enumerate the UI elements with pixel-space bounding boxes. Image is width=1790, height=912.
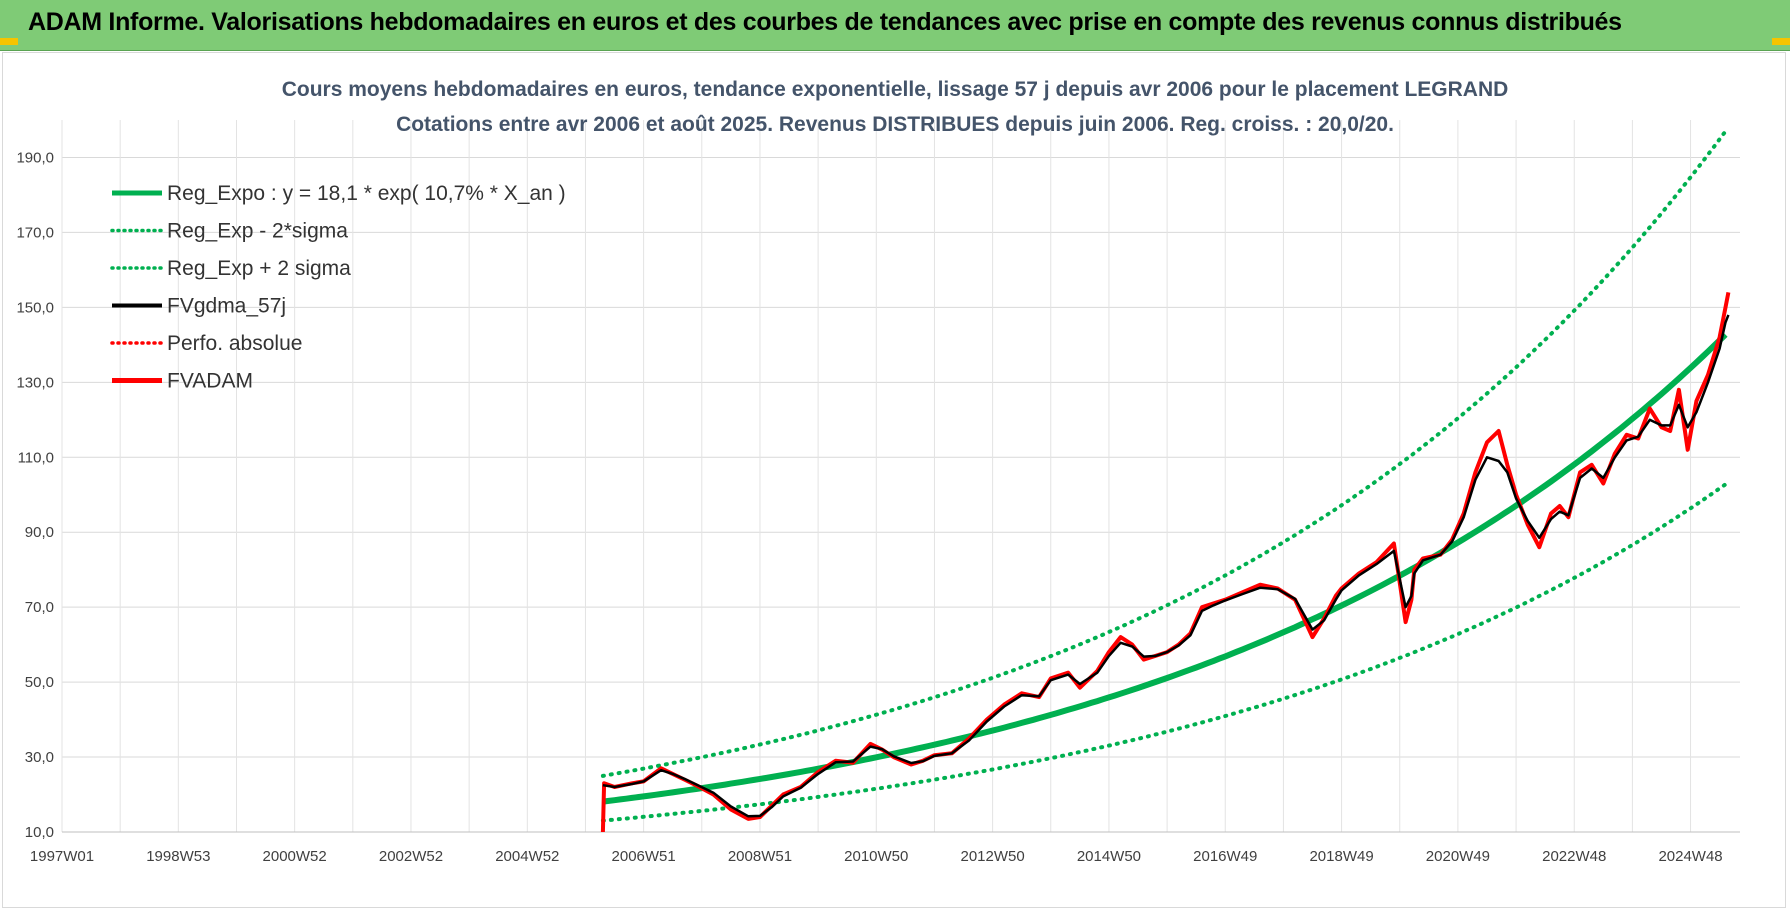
y-axis-ticks: 10,0 30,0 50,0 70,0 90,0 110,0 130,0 150,0 170,0… [16,149,54,841]
y-tick-label: 90,0 [25,524,54,541]
x-tick-label: 1997W01 [30,848,94,865]
y-tick-label: 10,0 [25,824,54,841]
legend-label: Reg_Exp + 2 sigma [167,257,351,280]
x-tick-label: 2002W52 [379,848,443,865]
x-tick-label: 2010W50 [844,848,908,865]
x-tick-label: 2022W48 [1542,848,1606,865]
chart-frame [2,52,1786,908]
series-reg-exp-plus-2-sigma [600,129,1728,778]
x-tick-label: 2018W49 [1309,848,1373,865]
x-axis-ticks: 1997W01 1998W53 2000W52 2002W52 2004W52 2006W… [30,848,1723,865]
legend-label: Reg_Exp - 2*sigma [167,220,348,243]
corner-mark-top-right [1772,38,1790,45]
series-reg-expo [602,332,1728,805]
y-tick-label: 130,0 [16,374,54,391]
chart-title: Cours moyens hebdomadaires en euros, ten… [282,78,1509,101]
legend-label: Perfo. absolue [167,332,302,355]
x-tick-label: 2004W52 [495,848,559,865]
legend-label: Reg_Expo : y = 18,1 * exp( 10,7% * X_an … [167,182,566,205]
x-tick-label: 2000W52 [263,848,327,865]
legend-label: FVADAM [167,370,253,393]
legend: Reg_Expo : y = 18,1 * exp( 10,7% * X_an … [110,182,566,393]
x-tick-label: 1998W53 [146,848,210,865]
y-tick-label: 50,0 [25,674,54,691]
x-tick-label: 2020W49 [1426,848,1490,865]
corner-mark-top-left [0,38,18,45]
series-fvadam [600,292,1731,833]
y-tick-label: 170,0 [16,224,54,241]
y-tick-label: 70,0 [25,599,54,616]
gridlines [61,120,1740,833]
report-title: ADAM Informe. Valorisations hebdomadaire… [28,8,1622,36]
y-tick-label: 30,0 [25,749,54,766]
y-tick-label: 190,0 [16,149,54,166]
y-tick-label: 110,0 [18,449,54,466]
series-fvgdma-57j [602,314,1730,818]
legend-label: FVgdma_57j [167,295,286,318]
x-tick-label: 2016W49 [1193,848,1257,865]
x-tick-label: 2008W51 [728,848,792,865]
x-tick-label: 2006W51 [612,848,676,865]
series-reg-exp-minus-2-sigma [600,482,1728,823]
x-tick-label: 2024W48 [1658,848,1722,865]
report-header-bar: ADAM Informe. Valorisations hebdomadaire… [0,0,1790,51]
x-tick-label: 2012W50 [960,848,1024,865]
series-layer [600,129,1731,833]
chart-subtitle: Cotations entre avr 2006 et août 2025. R… [396,113,1394,136]
x-tick-label: 2014W50 [1077,848,1141,865]
y-tick-label: 150,0 [16,299,54,316]
